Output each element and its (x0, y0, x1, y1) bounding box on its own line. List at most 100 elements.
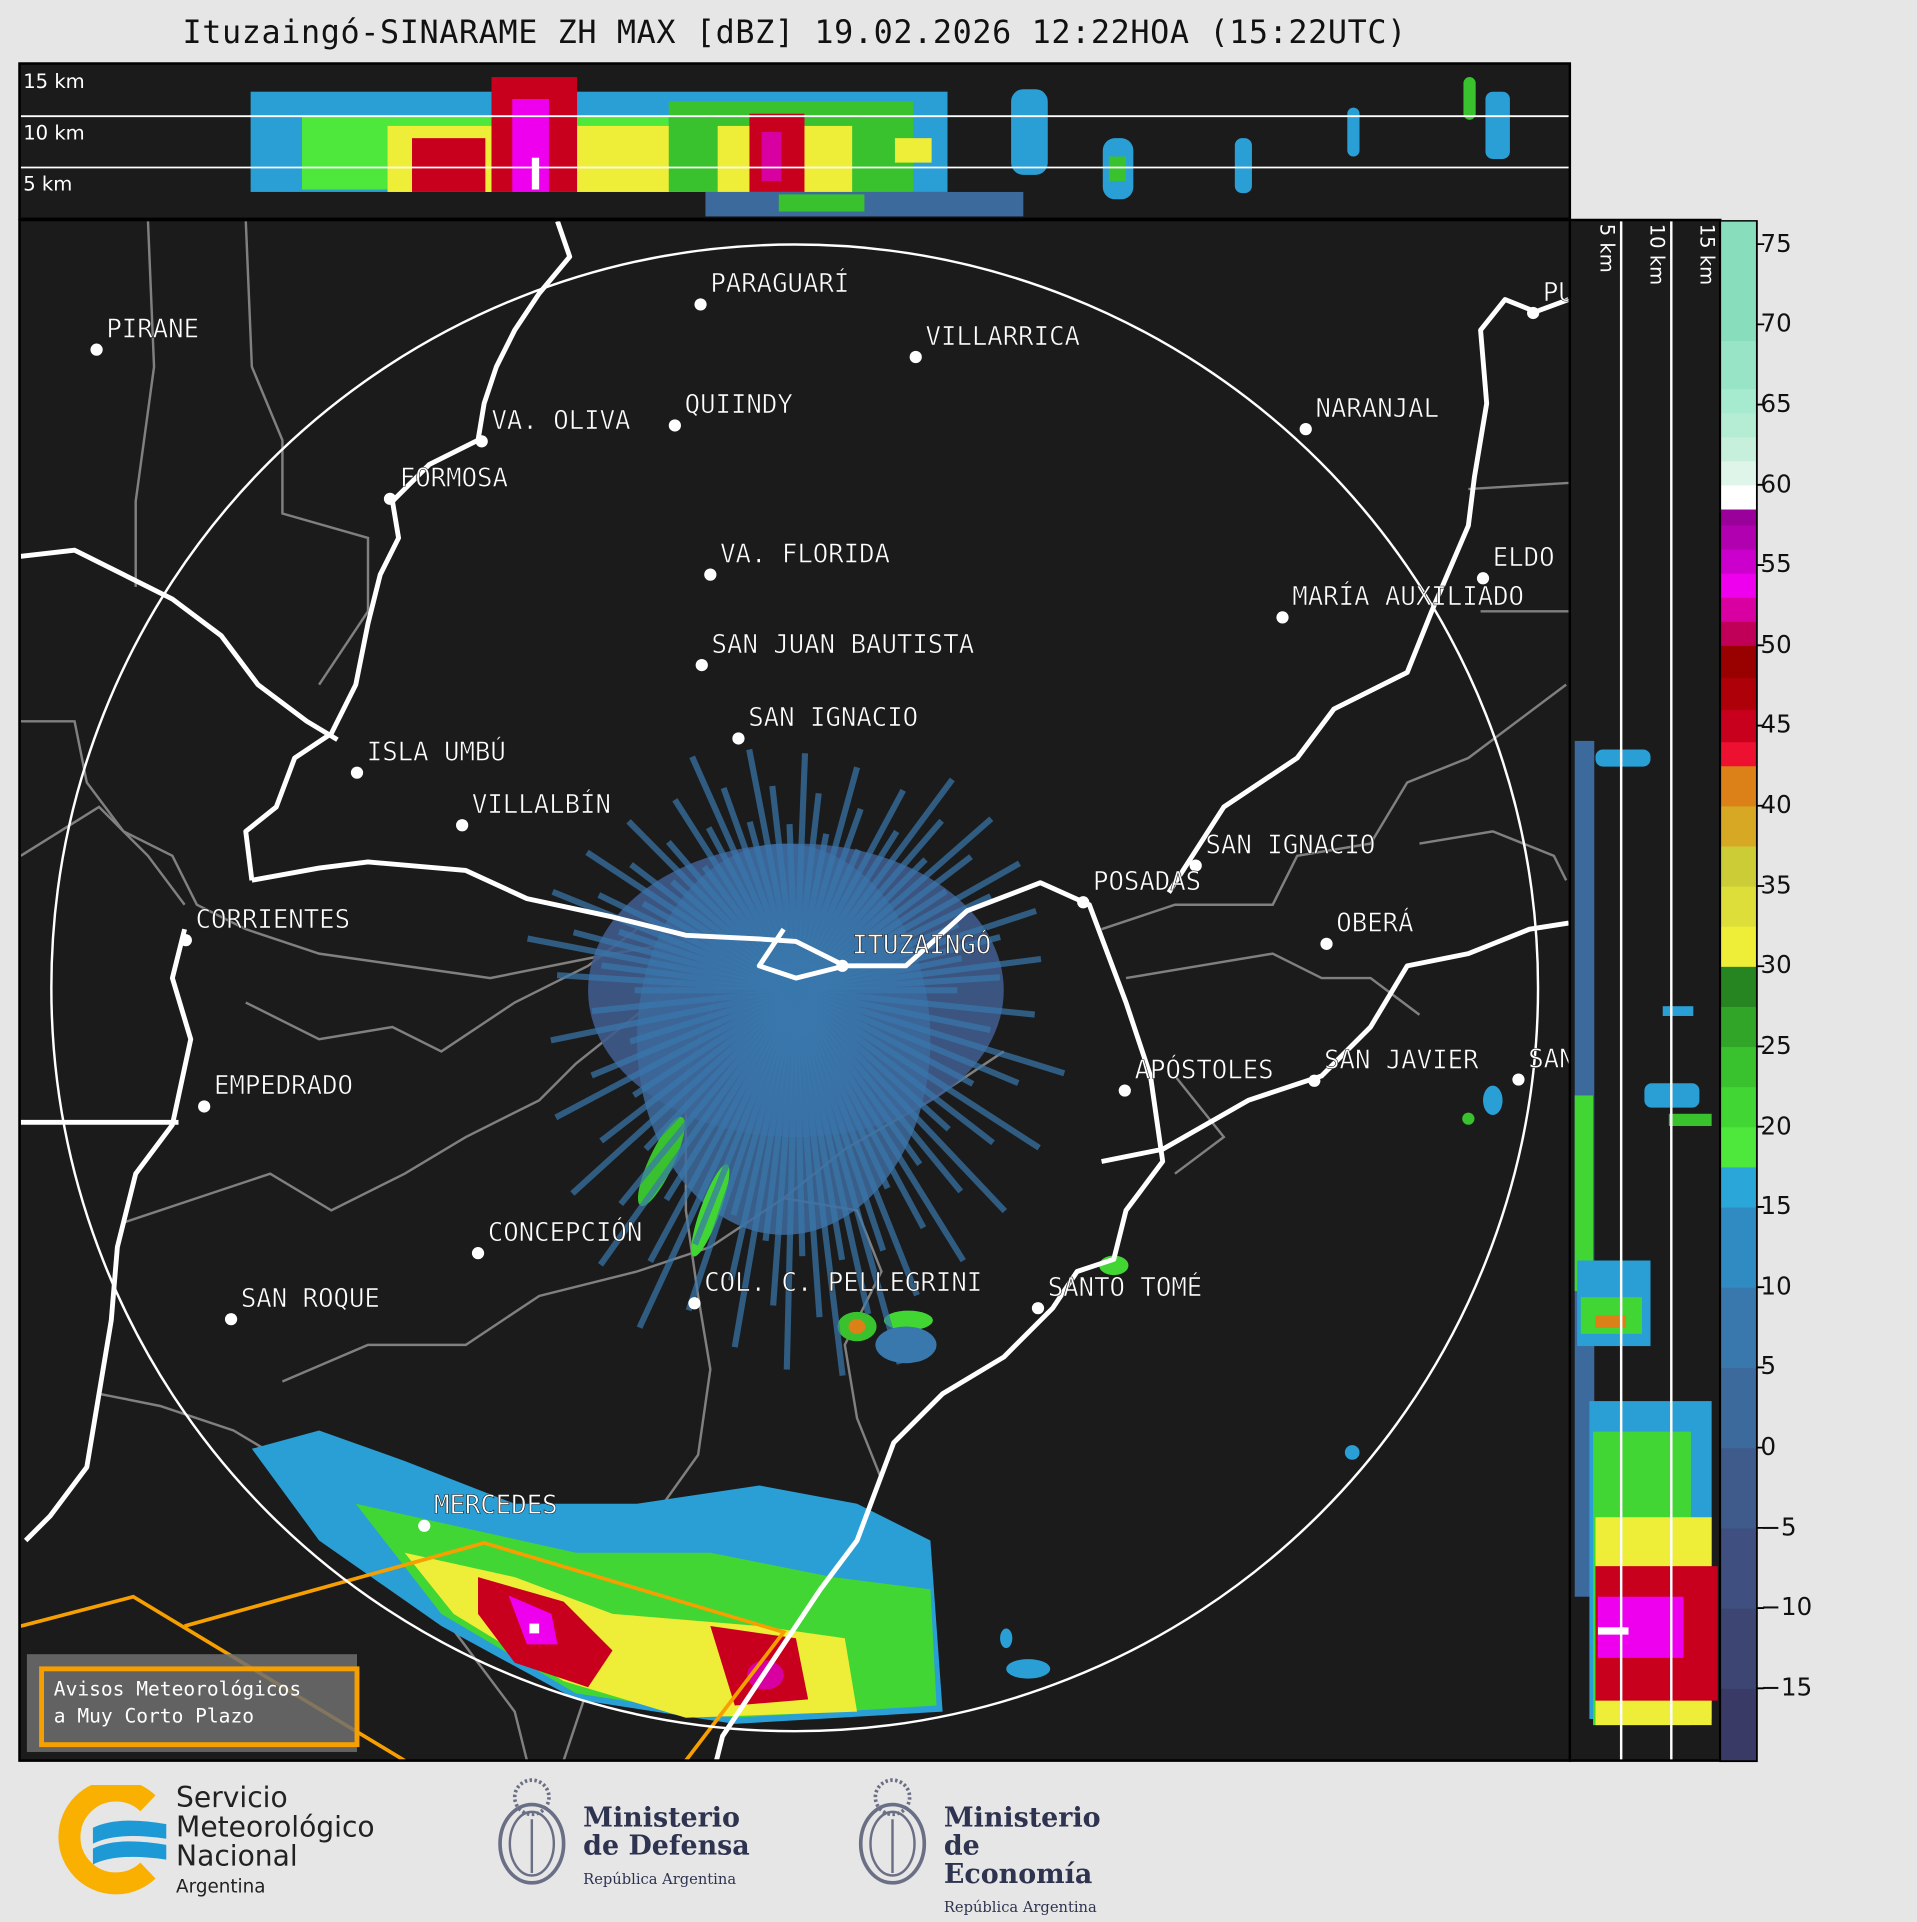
city-markers: PIRANE PARAGUARÍ VILLARRICA VA. OLIVA QUIIND… (90, 267, 1569, 1532)
city-marker: ELDO (1476, 543, 1555, 585)
clutter-ray (591, 987, 797, 1015)
city-dot (1308, 1074, 1321, 1087)
city-dot (198, 1100, 211, 1113)
city-dot (909, 350, 922, 364)
colorbar-tick-label: 15 (1760, 1191, 1792, 1221)
colorbar-bin (1720, 677, 1757, 711)
gridline-5km (1619, 221, 1622, 1760)
ministerio-defensa-logo: Ministerio de Defensa República Argentin… (495, 1773, 764, 1901)
city-dot (704, 568, 717, 581)
city-marker: SAN JAVIER (1308, 1045, 1479, 1087)
warning-legend-line1: Avisos Meteorológicos (53, 1677, 302, 1701)
city-dot (90, 343, 103, 356)
clutter-ray (689, 755, 799, 992)
city-marker: OBERÁ (1320, 906, 1414, 950)
economia-line2: de Economía (943, 1830, 1093, 1891)
city-dot (1527, 306, 1540, 320)
gridline-10km (1670, 221, 1672, 1760)
colorbar-bin (1720, 1046, 1757, 1088)
colorbar-tick-label: 10 (1760, 1271, 1792, 1301)
colorbar-bin (1720, 484, 1757, 510)
smn-emblem-icon (58, 1784, 167, 1895)
city-label: PIRANE (106, 314, 199, 344)
colorbar-bin (1720, 1166, 1757, 1208)
city-marker: VILLARRICA (909, 321, 1080, 364)
city-label: APÓSTOLES (1135, 1053, 1274, 1085)
colorbar-bin (1720, 412, 1757, 438)
city-label: VA. OLIVA (491, 406, 630, 436)
city-label: QUIINDY (685, 390, 793, 420)
colorbar-bin (1720, 1608, 1757, 1689)
colorbar-tick-label: 55 (1760, 549, 1792, 579)
city-dot (732, 732, 745, 745)
economia-line1: Ministerio (943, 1802, 1101, 1834)
side-profile-echoes (1574, 740, 1718, 1726)
city-marker: MARÍA AUXILIADO (1276, 580, 1524, 624)
city-marker: CONCEPCIÓN (471, 1216, 643, 1260)
east-west-max-profile: 5 km 10 km 15 km (1568, 218, 1722, 1762)
colorbar-bin (1720, 645, 1757, 679)
city-label: ITUZAINGÓ (852, 929, 991, 961)
city-dot (456, 819, 469, 832)
city-marker: ISLA UMBÚ (350, 735, 506, 779)
colorbar-bin (1720, 805, 1757, 847)
north-south-max-profile: 15 km 10 km 5 km (18, 62, 1572, 221)
clutter-ray (618, 988, 799, 1207)
city-dot (668, 419, 681, 432)
warning-legend-box[interactable]: Avisos Meteorológicos a Muy Corto Plazo (26, 1654, 360, 1752)
colorbar-bin (1720, 524, 1757, 550)
city-dot (694, 298, 707, 311)
city-dot (1276, 611, 1289, 624)
colorbar-bin (1720, 508, 1757, 526)
colorbar-bin (1720, 709, 1757, 743)
city-dot (471, 1247, 485, 1260)
colorbar-tick-label: 35 (1760, 870, 1792, 900)
city-label: VILLALBÍN (472, 788, 611, 820)
clutter-ray (793, 988, 1008, 1214)
clutter-ray (792, 989, 846, 1376)
city-marker: SAN (1512, 1044, 1569, 1086)
city-marker: APÓSTOLES (1118, 1053, 1274, 1097)
clutter-ray (590, 987, 798, 1079)
colorbar-bin (1720, 1287, 1757, 1369)
city-label: PUE (1543, 278, 1569, 308)
city-dot (836, 959, 849, 972)
colorbar-tick-label: −15 (1760, 1672, 1813, 1702)
city-marker: COL. C. PELLEGRINI (688, 1268, 983, 1310)
city-marker: QUIINDY (668, 390, 793, 432)
rivers-and-borders (20, 221, 1569, 1760)
clutter-ray (795, 987, 991, 1034)
smn-line3: Nacional (176, 1841, 298, 1874)
clutter-ray (647, 988, 799, 1264)
colorbar-bin (1720, 1688, 1757, 1762)
national-coat-of-arms-icon (498, 1778, 566, 1885)
clutter-ray (554, 987, 798, 1121)
city-dot (224, 1313, 238, 1326)
radar-map[interactable]: PIRANE PARAGUARÍ VILLARRICA VA. OLIVA QUIIND… (18, 218, 1572, 1762)
economia-line3: República Argentina (943, 1898, 1097, 1916)
city-dot (1118, 1084, 1131, 1097)
city-marker: SANTO TOMÉ (1031, 1271, 1203, 1315)
city-label: COL. C. PELLEGRINI (704, 1268, 982, 1298)
profile-echo-band (250, 77, 1510, 217)
city-marker: VILLALBÍN (456, 788, 611, 832)
clutter-ray (794, 987, 1041, 1151)
colorbar-tick-label: 20 (1760, 1110, 1792, 1141)
city-dot (1031, 1302, 1045, 1315)
colorbar-bin (1720, 1206, 1757, 1288)
ministerio-economia-logo: Ministerio de Economía República Argenti… (856, 1773, 1137, 1916)
city-marker: MERCEDES (418, 1490, 558, 1532)
city-marker: NARANJAL (1299, 394, 1439, 436)
colorbar-bin (1720, 1086, 1757, 1128)
colorbar-bin (1720, 436, 1757, 462)
clutter-ray (794, 987, 995, 1146)
colorbar-bin (1720, 597, 1757, 622)
city-label: VA. FLORIDA (720, 539, 890, 569)
height-label-10km: 10 km (1645, 223, 1669, 286)
radar-range-ring (50, 243, 1540, 1733)
city-dot (475, 435, 488, 448)
clutter-ray (570, 988, 798, 1196)
defensa-line1: Ministerio (583, 1802, 740, 1834)
city-marker: PUE (1527, 277, 1569, 320)
colorbar-tick-label: 30 (1760, 950, 1792, 980)
